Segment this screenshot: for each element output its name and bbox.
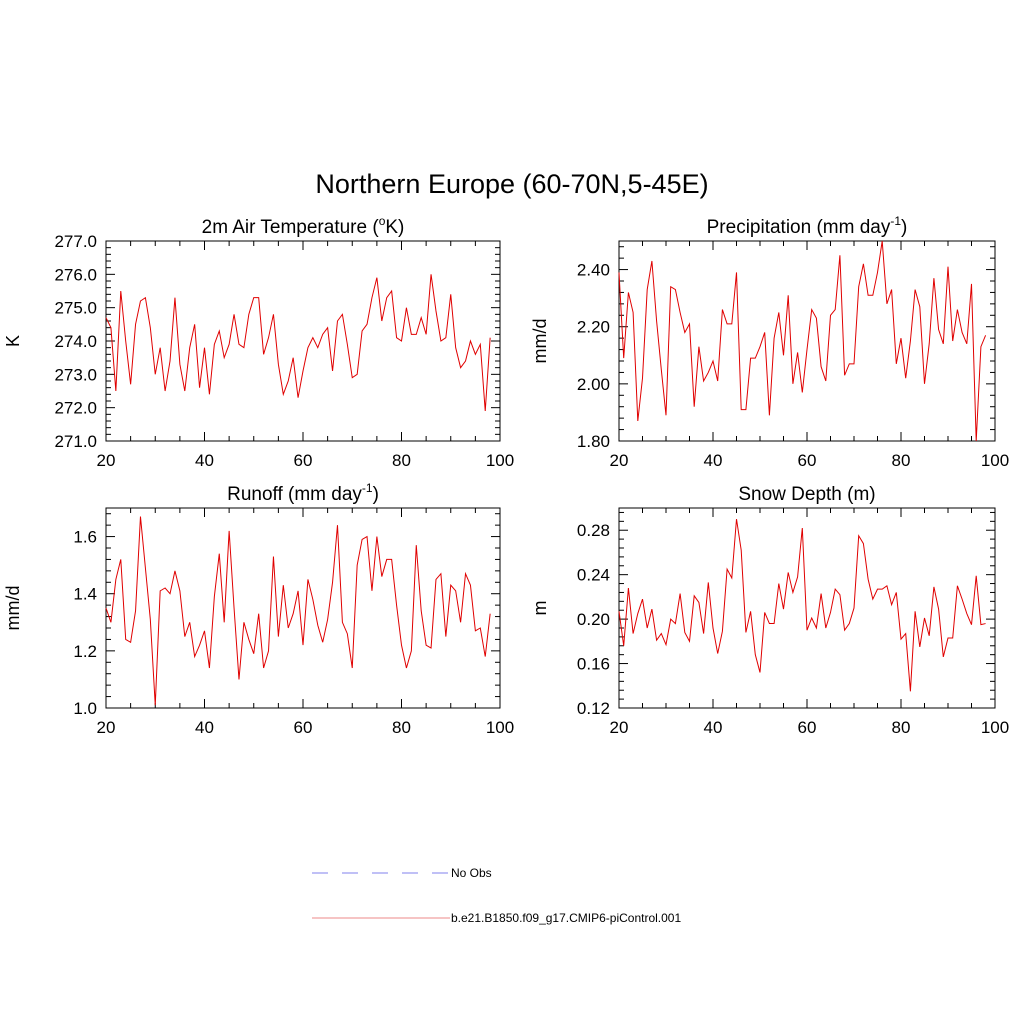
snow-depth-y-tick-label: 0.12 <box>577 699 610 718</box>
temperature-y-tick-label: 271.0 <box>54 432 97 451</box>
runoff-panel-title: Runoff (mm day-1) <box>227 481 379 505</box>
runoff-title-suffix: ) <box>373 484 379 505</box>
precipitation-x-tick-label: 20 <box>610 451 629 470</box>
runoff-y-tick-label: 1.6 <box>73 528 97 547</box>
panel-snow-depth: Snow Depth (m) m 20 40 60 80 100 0.12 0.16 0.20 0.… <box>530 484 1009 737</box>
snow-depth-series-line-0 <box>618 519 986 692</box>
temperature-y-axis-label: K <box>3 335 23 347</box>
precipitation-y-tick-label: 2.20 <box>577 318 610 337</box>
temperature-y-tick-label: 274.0 <box>54 332 97 351</box>
temperature-y-tick-label: 275.0 <box>54 299 97 318</box>
runoff-y-axis-label: mm/d <box>3 586 23 631</box>
snow-depth-x-tick-label: 20 <box>610 718 629 737</box>
precipitation-y-tick-label: 2.40 <box>577 261 610 280</box>
precipitation-plot-frame <box>618 240 996 442</box>
snow-depth-y-axis-label: m <box>530 601 550 616</box>
temperature-title-superscript: o <box>379 214 386 228</box>
precipitation-y-axis-label: mm/d <box>530 319 550 364</box>
precipitation-x-tick-label: 80 <box>892 451 911 470</box>
temperature-y-tick-label: 276.0 <box>54 265 97 284</box>
runoff-title-text: Runoff (mm day <box>227 484 362 505</box>
snow-depth-y-tick-label: 0.16 <box>577 655 610 674</box>
snow-depth-x-tick-label: 100 <box>981 718 1009 737</box>
snow-depth-x-tick-label: 80 <box>892 718 911 737</box>
temperature-x-tick-label: 100 <box>486 451 514 470</box>
precipitation-panel-title: Precipitation (mm day-1) <box>707 214 908 238</box>
panel-runoff: Runoff (mm day-1) mm/d 20 40 60 80 100 1.0 1.2 1.… <box>3 481 514 737</box>
temperature-title-suffix: K) <box>385 217 404 238</box>
runoff-x-tick-label: 20 <box>97 718 116 737</box>
figure-title: Northern Europe (60-70N,5-45E) <box>315 169 708 199</box>
runoff-x-tick-label: 60 <box>294 718 313 737</box>
precipitation-series-line-0 <box>618 240 987 442</box>
temperature-y-tick-label: 277.0 <box>54 232 97 251</box>
legend: No Obs b.e21.B1850.f09_g17.CMIP6-piContr… <box>312 866 681 925</box>
snow-depth-y-tick-label: 0.28 <box>577 521 610 540</box>
temperature-panel-title: 2m Air Temperature (oK) <box>202 214 405 238</box>
temperature-x-tick-label: 40 <box>195 451 214 470</box>
temperature-series-line-0 <box>105 274 491 412</box>
temperature-title-text: 2m Air Temperature ( <box>202 217 380 238</box>
snow-depth-panel-title: Snow Depth (m) <box>738 484 875 505</box>
panel-precipitation: Precipitation (mm day-1) mm/d 20 40 60 80 100 1… <box>530 214 1009 470</box>
runoff-y-tick-label: 1.0 <box>73 699 97 718</box>
runoff-title-superscript: -1 <box>362 481 373 495</box>
snow-depth-title-text: Snow Depth (m) <box>738 484 875 505</box>
runoff-y-tick-label: 1.2 <box>73 642 97 661</box>
runoff-x-tick-label: 100 <box>486 718 514 737</box>
precipitation-title-text: Precipitation (mm day <box>707 217 891 238</box>
runoff-x-tick-label: 40 <box>195 718 214 737</box>
precipitation-x-tick-label: 60 <box>798 451 817 470</box>
legend-label-model: b.e21.B1850.f09_g17.CMIP6-piControl.001 <box>451 911 681 925</box>
temperature-y-tick-label: 273.0 <box>54 365 97 384</box>
temperature-x-tick-label: 80 <box>392 451 411 470</box>
panels: 2m Air Temperature (oK) K 20 40 60 80 100 271.0… <box>3 214 1009 737</box>
snow-depth-y-tick-label: 0.20 <box>577 610 610 629</box>
precipitation-title-superscript: -1 <box>890 214 901 228</box>
precipitation-x-tick-label: 40 <box>704 451 723 470</box>
snow-depth-x-tick-label: 40 <box>704 718 723 737</box>
snow-depth-x-tick-label: 60 <box>798 718 817 737</box>
runoff-series-line-0 <box>105 516 491 706</box>
runoff-x-tick-label: 80 <box>392 718 411 737</box>
runoff-y-tick-label: 1.4 <box>73 585 97 604</box>
precipitation-title-suffix: ) <box>901 217 907 238</box>
temperature-y-tick-label: 272.0 <box>54 399 97 418</box>
snow-depth-y-tick-label: 0.24 <box>577 566 610 585</box>
precipitation-x-tick-label: 100 <box>981 451 1009 470</box>
legend-label-no-obs: No Obs <box>451 866 492 880</box>
precipitation-y-tick-label: 1.80 <box>577 432 610 451</box>
temperature-x-tick-label: 60 <box>294 451 313 470</box>
panel-temperature: 2m Air Temperature (oK) K 20 40 60 80 100 271.0… <box>3 214 514 470</box>
precipitation-y-tick-label: 2.00 <box>577 375 610 394</box>
runoff-plot-frame <box>105 507 501 709</box>
temperature-x-tick-label: 20 <box>97 451 116 470</box>
